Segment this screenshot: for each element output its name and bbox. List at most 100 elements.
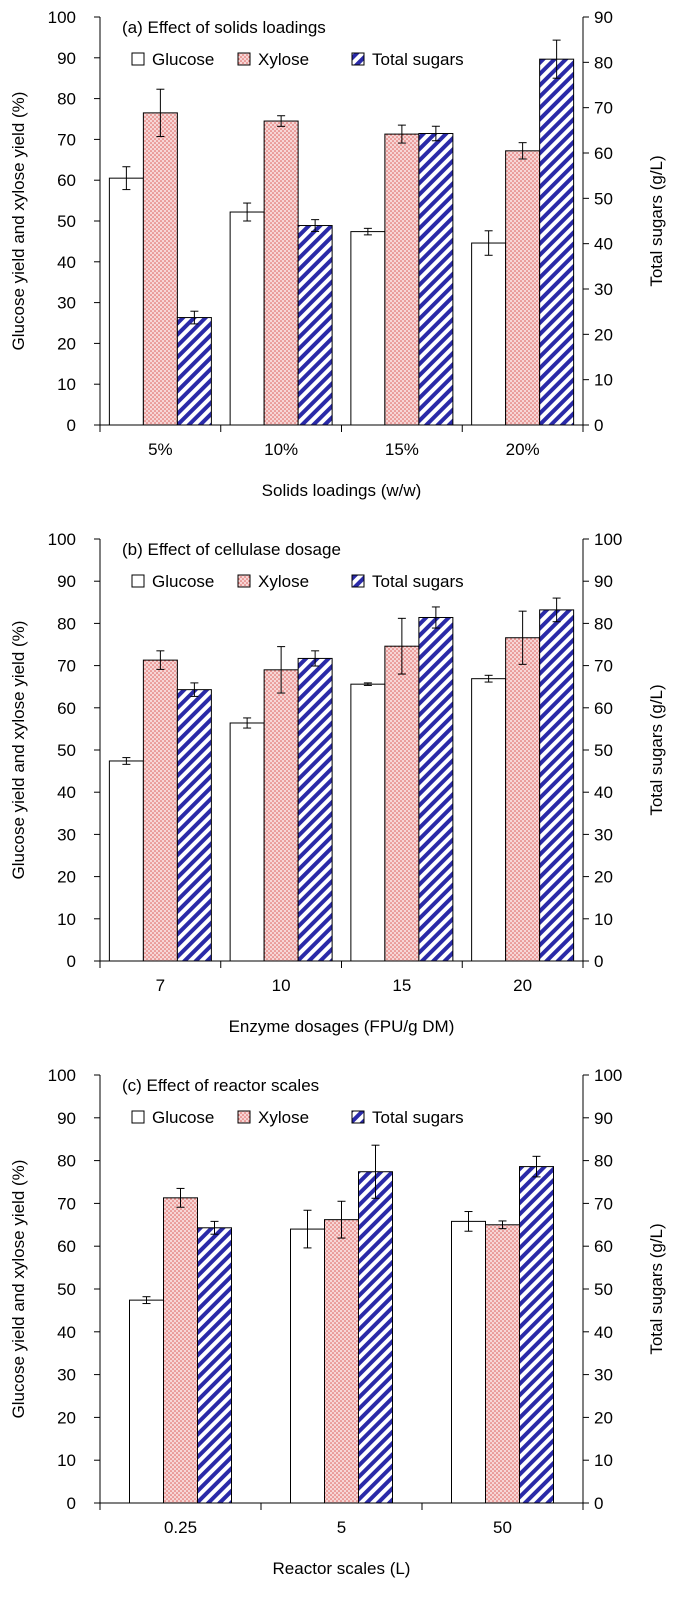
- legend-swatch: [131, 1110, 145, 1124]
- left-tick-label: 0: [67, 1494, 76, 1513]
- chart-title: (a) Effect of solids loadings: [122, 18, 326, 37]
- y2-axis-title: Total sugars (g/L): [647, 1223, 666, 1354]
- x-tick-label: 7: [156, 976, 165, 995]
- x-tick-label: 20: [513, 976, 532, 995]
- left-tick-label: 60: [57, 171, 76, 190]
- chart-panel-3: 0 10 20 30 40 50 60 70 80 90 100 0 10 20 30 40 50 60 70 80 9…: [9, 1066, 666, 1578]
- bar-xylose: [324, 1219, 359, 1504]
- right-tick-label: 70: [594, 1194, 613, 1213]
- y-axis-title: Glucose yield and xylose yield (%): [9, 1160, 28, 1419]
- x-axis-title: Enzyme dosages (FPU/g DM): [229, 1017, 455, 1036]
- bar-glucose: [451, 1220, 486, 1504]
- bar-glucose: [350, 231, 386, 426]
- legend-label: Glucose: [152, 1108, 214, 1127]
- legend-swatch: [351, 574, 365, 588]
- bar-total-sugars: [519, 1166, 554, 1504]
- bar-total-sugars: [176, 317, 212, 426]
- right-tick-label: 70: [594, 99, 613, 118]
- bar-xylose: [263, 120, 299, 426]
- right-tick-label: 10: [594, 371, 613, 390]
- left-tick-label: 20: [57, 1408, 76, 1427]
- legend-swatch: [237, 1110, 251, 1124]
- legend-swatch: [237, 574, 251, 588]
- left-tick-label: 100: [48, 1066, 76, 1085]
- bar-glucose: [290, 1228, 325, 1504]
- x-tick-label: 5: [337, 1518, 346, 1537]
- right-tick-label: 0: [594, 952, 603, 971]
- bar-xylose: [384, 133, 420, 426]
- left-tick-label: 20: [57, 868, 76, 887]
- bar-total-sugars: [358, 1171, 393, 1504]
- left-tick-label: 50: [57, 212, 76, 231]
- right-tick-label: 20: [594, 1408, 613, 1427]
- bar-xylose: [505, 637, 541, 962]
- chart-panel-1: 0 10 20 30 40 50 60 70 80 90 100 0 10 20 30 40 50 60 70 80 9…: [9, 8, 666, 500]
- x-tick-label: 10: [272, 976, 291, 995]
- x-tick-label: 5%: [148, 440, 173, 459]
- x-tick-label: 20%: [506, 440, 540, 459]
- legend-label: Total sugars: [372, 50, 464, 69]
- left-tick-label: 100: [48, 530, 76, 549]
- legend-label: Xylose: [258, 572, 309, 591]
- bar-glucose: [471, 678, 507, 962]
- right-tick-label: 90: [594, 1109, 613, 1128]
- left-tick-label: 10: [57, 1451, 76, 1470]
- right-tick-label: 20: [594, 868, 613, 887]
- left-tick-label: 50: [57, 741, 76, 760]
- bar-glucose: [471, 242, 507, 426]
- left-tick-label: 70: [57, 657, 76, 676]
- bar-glucose: [108, 760, 144, 962]
- y2-axis-title: Total sugars (g/L): [647, 684, 666, 815]
- right-tick-label: 50: [594, 741, 613, 760]
- left-tick-label: 90: [57, 49, 76, 68]
- left-tick-label: 40: [57, 783, 76, 802]
- right-tick-label: 40: [594, 235, 613, 254]
- bar-xylose: [263, 669, 299, 962]
- left-tick-label: 80: [57, 90, 76, 109]
- left-tick-label: 90: [57, 572, 76, 591]
- x-tick-label: 0.25: [164, 1518, 197, 1537]
- right-tick-label: 20: [594, 325, 613, 344]
- left-tick-label: 30: [57, 825, 76, 844]
- right-tick-label: 60: [594, 699, 613, 718]
- right-tick-label: 60: [594, 144, 613, 163]
- left-tick-label: 80: [57, 614, 76, 633]
- bar-glucose: [229, 722, 265, 962]
- bar-xylose: [384, 645, 420, 962]
- legend-label: Total sugars: [372, 572, 464, 591]
- x-tick-label: 15: [392, 976, 411, 995]
- right-tick-label: 40: [594, 1323, 613, 1342]
- y2-axis-title: Total sugars (g/L): [647, 155, 666, 286]
- chart-panels: 0102030405060708090100010203040506070809…: [9, 8, 666, 1578]
- legend-swatch: [131, 574, 145, 588]
- left-tick-label: 30: [57, 1366, 76, 1385]
- legend-swatch: [237, 52, 251, 66]
- left-tick-label: 50: [57, 1280, 76, 1299]
- y-axis-title: Glucose yield and xylose yield (%): [9, 92, 28, 351]
- right-tick-label: 60: [594, 1237, 613, 1256]
- bar-glucose: [350, 683, 386, 962]
- legend-swatch: [131, 52, 145, 66]
- right-tick-label: 30: [594, 825, 613, 844]
- bar-total-sugars: [176, 689, 212, 962]
- x-tick-label: 15%: [385, 440, 419, 459]
- right-tick-label: 100: [594, 1066, 622, 1085]
- left-tick-label: 60: [57, 699, 76, 718]
- left-tick-label: 80: [57, 1152, 76, 1171]
- left-tick-label: 40: [57, 253, 76, 272]
- legend-label: Glucose: [152, 572, 214, 591]
- bar-total-sugars: [418, 133, 454, 426]
- legend-label: Glucose: [152, 50, 214, 69]
- x-axis-title: Solids loadings (w/w): [262, 481, 422, 500]
- right-tick-label: 90: [594, 8, 613, 27]
- left-tick-label: 0: [67, 952, 76, 971]
- bar-xylose: [142, 112, 178, 426]
- legend-swatch: [351, 52, 365, 66]
- left-tick-label: 40: [57, 1323, 76, 1342]
- chart-panel-2: 0 10 20 30 40 50 60 70 80 90 100 0 10 20 30 40 50 60 70 80 9…: [9, 530, 666, 1036]
- bar-total-sugars: [297, 225, 333, 426]
- bar-glucose: [129, 1299, 164, 1504]
- bar-xylose: [505, 150, 541, 426]
- chart-title: (b) Effect of cellulase dosage: [122, 540, 341, 559]
- left-tick-label: 10: [57, 375, 76, 394]
